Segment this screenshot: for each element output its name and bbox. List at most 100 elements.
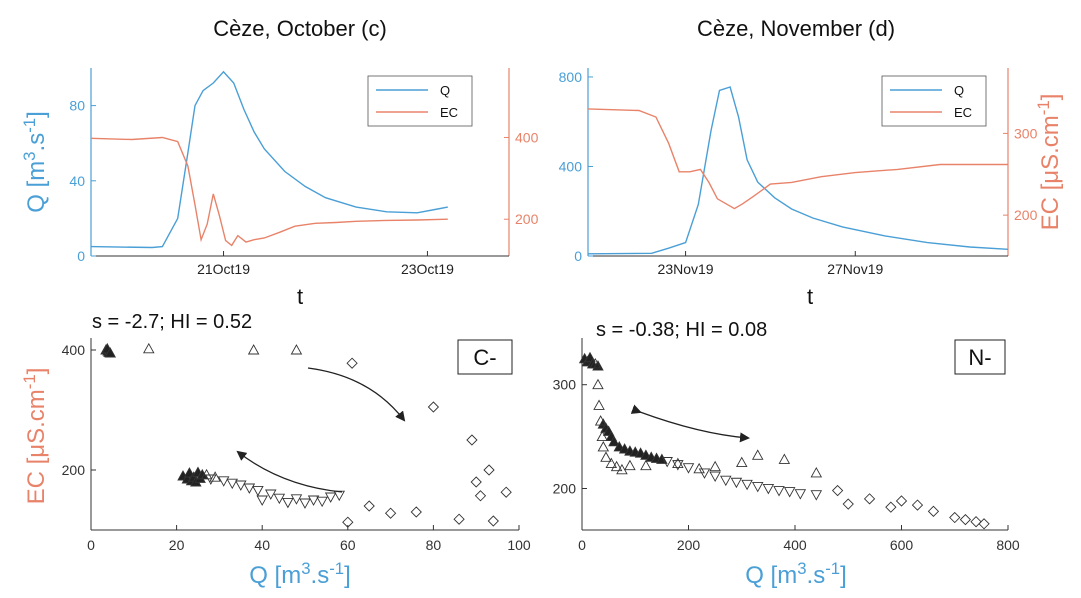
panel-nminus-point-triangle <box>693 462 705 474</box>
panel-cminus-hysteresis-arrow <box>307 367 406 422</box>
panel-cminus-point-inverted-triangle <box>316 496 328 508</box>
panel-c-series-ec <box>90 136 448 247</box>
panel-nminus-tag-label: N- <box>968 345 991 370</box>
panel-nminus-point-inverted-triangle <box>773 486 785 497</box>
panel-nminus-point-triangle <box>751 449 764 460</box>
panel-nminus-point-inverted-triangle <box>810 490 823 501</box>
panel-cminus-point-inverted-triangle <box>290 494 303 505</box>
panel-cminus-point-diamond <box>487 515 499 527</box>
panel-d-ytick-right-label: 200 <box>1014 207 1038 223</box>
panel-cminus-ytick-label: 200 <box>62 462 86 478</box>
panel-cminus-point-triangle <box>290 344 303 355</box>
panel-nminus-xtick-label: 600 <box>890 537 914 553</box>
panel-nminus-ytick-label: 300 <box>553 377 577 393</box>
panel-nminus-point-triangle <box>596 430 608 442</box>
panel-c-xtick-label: 23Oct19 <box>401 261 454 277</box>
panel-cminus-tag-label: C- <box>473 345 496 370</box>
panel-nminus-point-triangle <box>597 441 610 452</box>
panel-nminus-point-triangle <box>592 378 604 390</box>
panel-c-ytick-right-label: 400 <box>515 129 539 145</box>
panel-d-legend-label-q: Q <box>954 83 964 98</box>
panel-cminus-point-inverted-triangle <box>282 497 294 509</box>
panel-cminus-point-inverted-triangle <box>205 474 217 485</box>
panel-c-xlabel: t <box>297 284 303 309</box>
panel-nminus-xtick-label: 400 <box>783 537 807 553</box>
panel-d-ytick-left-label: 0 <box>574 248 582 264</box>
panel-cminus-xtick-label: 20 <box>169 537 185 553</box>
panel-nminus-xlabel: Q [m3.s-1] <box>745 559 847 590</box>
panel-cminus-point-inverted-triangle <box>243 483 256 494</box>
panel-nminus-hysteresis-arrow <box>630 404 750 443</box>
panel-cminus-point-triangle <box>143 342 155 354</box>
panel-d-ytick-left-label: 800 <box>559 69 583 85</box>
panel-nminus-point-diamond <box>978 518 990 530</box>
panel-nminus-point-inverted-triangle <box>751 481 764 493</box>
panel-cminus-xlabel: Q [m3.s-1] <box>249 559 351 590</box>
panel-cminus-point-inverted-triangle <box>217 476 230 487</box>
panel-cminus-xtick-label: 0 <box>87 537 95 553</box>
panel-d-xlabel: t <box>807 284 813 309</box>
panel-nminus-point-triangle <box>616 463 628 475</box>
panel-nminus-point-diamond <box>959 513 972 526</box>
panel-nminus-point-diamond <box>885 501 897 513</box>
panel-nminus-point-triangle <box>589 358 602 369</box>
panel-cminus-point-inverted-triangle <box>256 495 268 506</box>
panel-nminus-point-inverted-triangle <box>672 460 684 471</box>
panel-cminus-point-diamond <box>466 434 478 446</box>
panel-nminus-point-triangle <box>709 460 721 472</box>
panel-d-series-q <box>587 86 1009 255</box>
panel-nminus-point-diamond <box>949 511 961 524</box>
panel-cminus-point-triangle <box>247 344 260 355</box>
panel-cminus-point-diamond <box>342 516 354 528</box>
panel-nminus-point-triangle <box>605 457 618 469</box>
panel-cminus-point-diamond <box>483 464 495 476</box>
panel-cminus-point-inverted-triangle <box>324 492 337 503</box>
panel-nminus-point-triangle <box>610 460 623 472</box>
panel-c-ytick-left-label: 0 <box>77 248 85 264</box>
panel-nminus-point-diamond <box>911 499 924 511</box>
panel-nminus-point-inverted-triangle <box>720 475 732 487</box>
panel-nminus-point-inverted-triangle <box>698 468 711 479</box>
panel-d-title: Cèze, November (d) <box>697 16 895 41</box>
panel-c-ytick-left-label: 80 <box>69 98 85 114</box>
panel-cminus-point-diamond <box>474 490 487 502</box>
panel-nminus-point-triangle <box>593 399 605 410</box>
panel-cminus-point-inverted-triangle <box>252 485 264 497</box>
panel-cminus-point-inverted-triangle <box>307 495 320 506</box>
panel-nminus-point-triangle <box>778 453 791 464</box>
panel-nminus-point-diamond <box>970 516 982 528</box>
panel-c-ytick-right-label: 200 <box>515 211 539 227</box>
panel-nminus-point-diamond <box>927 505 940 517</box>
panel-nminus-point-triangle <box>624 459 636 471</box>
panel-nminus-point-triangle <box>735 456 748 467</box>
panel-cminus-xtick-label: 60 <box>340 537 356 553</box>
panel-cminus-point-inverted-triangle <box>273 493 286 505</box>
panel-d-legend <box>881 75 987 127</box>
panel-d-ylabel: EC [μS.cm-1] <box>1034 94 1065 231</box>
panel-nminus-point-diamond <box>863 493 876 505</box>
panel-c-ytick-left-label: 40 <box>69 173 85 189</box>
panel-cminus-point-inverted-triangle <box>235 480 247 491</box>
panel-cminus-point-diamond <box>427 401 440 413</box>
panel-cminus-point-inverted-triangle <box>264 489 277 500</box>
panel-cminus-point-diamond <box>470 476 482 488</box>
panel-nminus-point-inverted-triangle <box>794 489 807 500</box>
panel-nminus-xtick-label: 0 <box>578 537 586 553</box>
panel-cminus-point-diamond <box>453 513 465 525</box>
panel-cminus-point-diamond <box>363 500 375 512</box>
panel-cminus-point-diamond <box>346 357 358 369</box>
panel-c-ylabel: Q [m3.s-1] <box>20 111 51 213</box>
panel-c-series-q <box>90 70 448 249</box>
panel-cminus-hysteresis-arrow <box>236 450 343 493</box>
panel-c-legend <box>367 75 473 127</box>
panel-nminus-point-diamond <box>831 484 844 497</box>
panel-cminus-point-triangle <box>209 471 221 482</box>
panel-nminus-point-triangle <box>672 457 684 469</box>
panel-nminus-xtick-label: 200 <box>677 537 701 553</box>
panel-cminus-point-triangle <box>200 468 213 480</box>
panel-nminus-annotation: s = -0.38; HI = 0.08 <box>596 319 767 341</box>
panel-nminus-point-inverted-triangle <box>661 457 673 468</box>
panel-nminus-ytick-label: 200 <box>553 480 577 496</box>
panel-d-series-ec <box>587 108 1008 210</box>
panel-c-legend-label-q: Q <box>440 83 450 98</box>
